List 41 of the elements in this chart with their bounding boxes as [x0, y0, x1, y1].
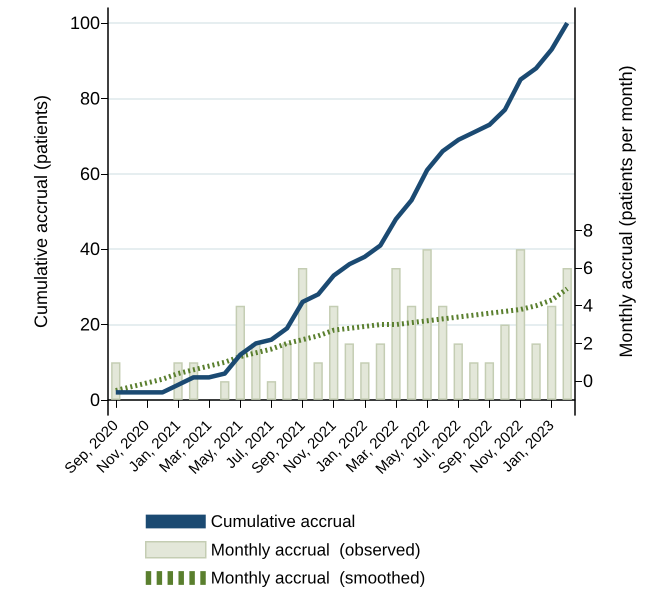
legend-label: Monthly accrual (observed)	[210, 540, 421, 560]
y2-axis-title: Monthly accrual (patients per month)	[616, 65, 636, 358]
bar	[344, 343, 354, 400]
bar	[313, 362, 323, 400]
bar	[484, 362, 494, 400]
y-tick-label: 0	[90, 390, 100, 410]
y2-tick-label: 4	[583, 296, 594, 316]
bar	[298, 268, 308, 400]
bar	[282, 343, 292, 400]
bar	[376, 343, 386, 400]
y2-tick-label: 2	[583, 333, 594, 354]
y2-tick-label: 6	[583, 258, 594, 278]
bar	[531, 343, 541, 400]
bar	[391, 268, 401, 400]
line-series	[114, 20, 570, 395]
bar	[266, 381, 276, 400]
bar	[236, 306, 245, 400]
legend-label: Cumulative accrual	[210, 512, 356, 531]
bar	[562, 268, 572, 400]
bar	[251, 343, 261, 400]
y-tick-label: 20	[80, 314, 100, 335]
bar	[220, 381, 230, 400]
bar	[500, 324, 510, 400]
bar	[438, 306, 448, 400]
bar	[406, 306, 416, 400]
bar	[329, 306, 338, 400]
y2-tick-label: 0	[583, 371, 594, 392]
y-tick-label: 40	[80, 239, 100, 260]
y-tick-label: 100	[70, 13, 100, 34]
y-axis-title: Cumulative accrual (patients)	[31, 94, 51, 328]
bar	[546, 306, 556, 400]
bar	[111, 362, 120, 400]
legend-label: Monthly accrual (smoothed)	[210, 568, 426, 588]
bar	[422, 249, 432, 400]
y-tick-label: 60	[80, 164, 100, 184]
bar	[516, 249, 526, 400]
bar	[454, 343, 463, 400]
bar	[360, 362, 370, 400]
y2-tick-label: 8	[583, 220, 594, 240]
y-tick-label: 80	[80, 88, 100, 108]
bar	[469, 362, 478, 400]
